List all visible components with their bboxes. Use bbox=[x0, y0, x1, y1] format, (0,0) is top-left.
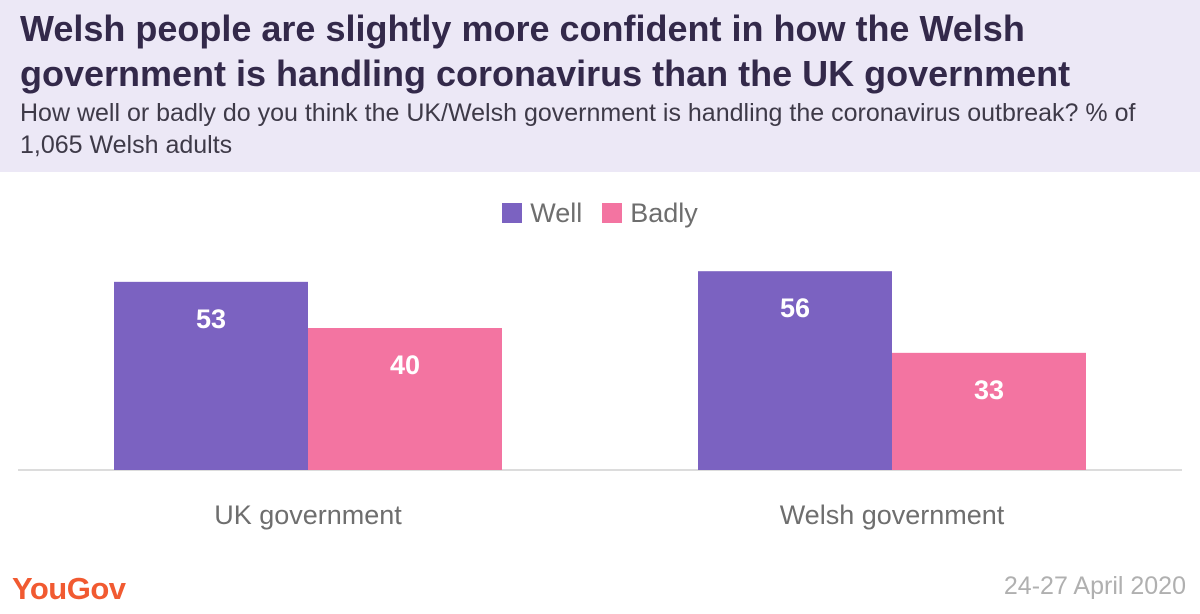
fieldwork-date: 24-27 April 2020 bbox=[1003, 572, 1186, 600]
category-label-uk: UK government bbox=[214, 500, 402, 530]
bar-well-welsh bbox=[698, 271, 892, 470]
legend-label-badly: Badly bbox=[630, 197, 698, 228]
category-label-welsh: Welsh government bbox=[780, 500, 1005, 530]
bar-well-uk bbox=[114, 281, 308, 470]
data-label-well-uk: 53 bbox=[196, 304, 226, 334]
legend-item-well: Well bbox=[502, 198, 582, 229]
legend-label-well: Well bbox=[530, 197, 583, 228]
legend-swatch-badly bbox=[602, 203, 623, 223]
yougov-logo: YouGov bbox=[12, 571, 126, 606]
legend-swatch-well bbox=[502, 203, 523, 223]
bar-badly-uk bbox=[308, 328, 502, 470]
data-label-badly-uk: 40 bbox=[390, 350, 420, 380]
legend-item-badly: Badly bbox=[602, 198, 698, 229]
header-band: Welsh people are slightly more confident… bbox=[0, 0, 1200, 172]
legend: Well Badly bbox=[0, 196, 1200, 230]
chart-subtitle: How well or badly do you think the UK/We… bbox=[20, 99, 1136, 159]
bar-chart: 53 40 UK government 56 33 Welsh government bbox=[18, 271, 1182, 530]
chart-title: Welsh people are slightly more confident… bbox=[20, 8, 1071, 94]
data-label-well-welsh: 56 bbox=[780, 293, 810, 323]
bar-badly-welsh bbox=[892, 352, 1086, 470]
data-label-badly-welsh: 33 bbox=[974, 375, 1004, 405]
